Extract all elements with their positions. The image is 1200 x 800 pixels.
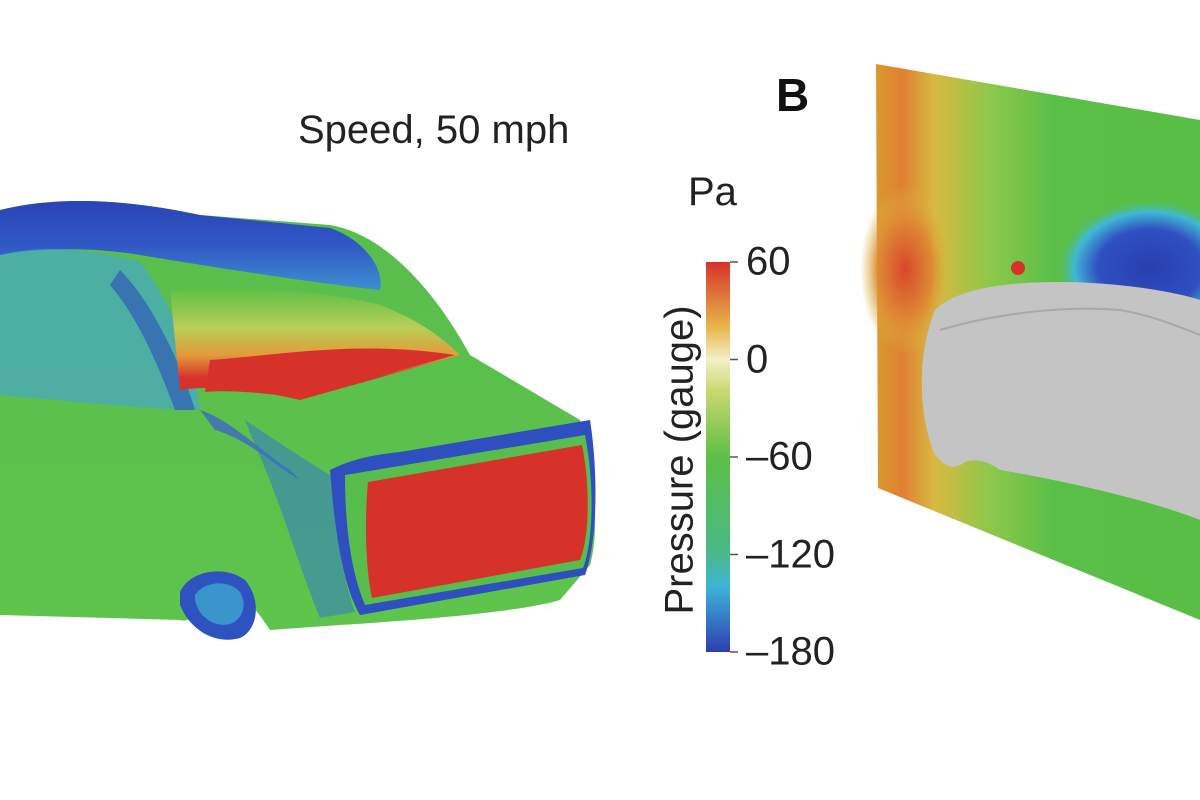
pressure-slice-panel xyxy=(860,64,1200,620)
slice-hotspot xyxy=(1011,261,1025,275)
colorbar-tick-label: 60 xyxy=(746,239,791,284)
colorbar-tick-label: –180 xyxy=(746,629,835,674)
panel-label: B xyxy=(776,69,810,121)
colorbar-tick-marks xyxy=(730,261,738,653)
colorbar-tick-label: –120 xyxy=(746,532,835,576)
colorbar-unit: Pa xyxy=(688,170,737,214)
colorbar-group xyxy=(706,261,738,653)
car-wheel-highlight xyxy=(195,583,244,625)
gray-car-line xyxy=(939,307,1200,336)
colorbar-tick-label: –60 xyxy=(746,434,813,479)
slice-red-lobe xyxy=(860,185,950,355)
colorbar xyxy=(706,262,730,652)
gray-car-silhouette xyxy=(921,282,1200,520)
car-window xyxy=(0,249,200,410)
colorbar-tick-label: 0 xyxy=(746,337,769,381)
car-side-band xyxy=(245,420,355,618)
car-window-dark xyxy=(110,270,195,410)
car-hood-red xyxy=(205,348,455,398)
car-roof xyxy=(0,200,381,290)
colorbar-title: Pressure (gauge) xyxy=(657,305,702,615)
car-front-red xyxy=(365,445,588,598)
car-pressure-model xyxy=(0,200,596,640)
speed-label: Speed, 50 mph xyxy=(298,108,570,152)
